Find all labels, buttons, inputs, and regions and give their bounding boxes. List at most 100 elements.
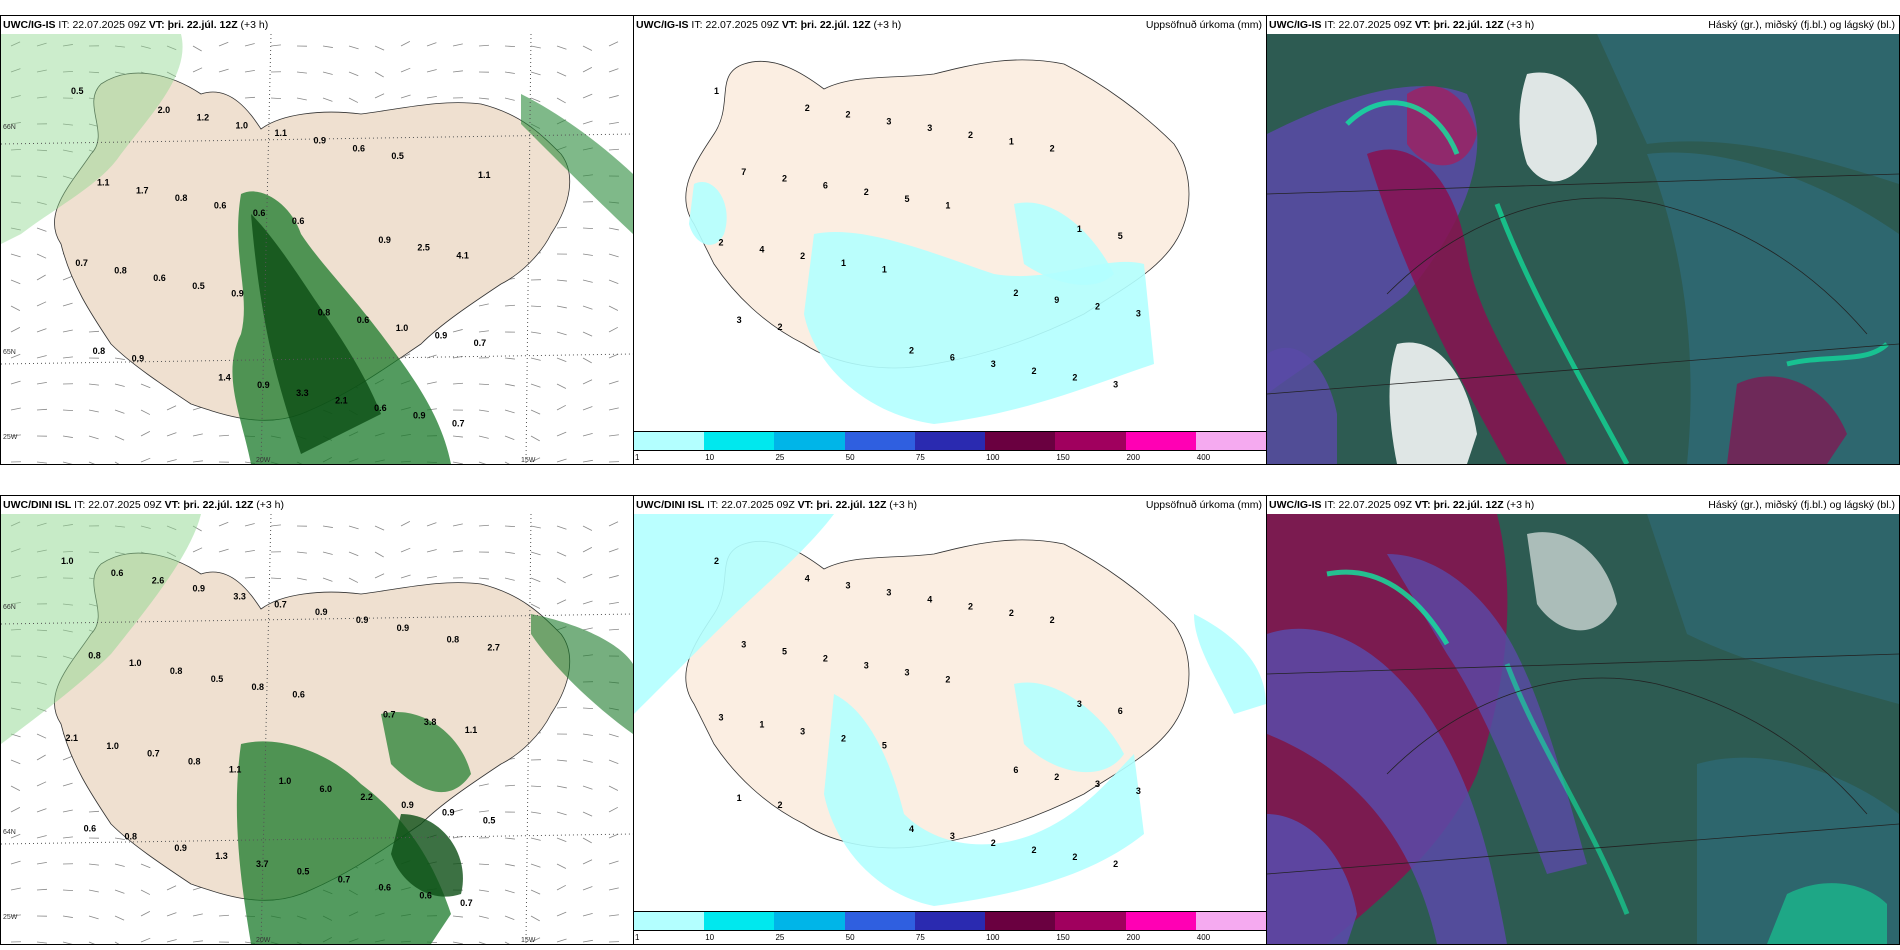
colorbar-tick: 50 [845, 933, 855, 942]
wind-barb [270, 97, 282, 100]
wind-barb [400, 353, 411, 359]
lead-time: (+3 h) [889, 499, 918, 511]
wind-barb [452, 461, 463, 464]
colorbar-tick: 10 [705, 933, 715, 942]
value-label: 0.5 [71, 86, 84, 96]
value-label: 2.5 [417, 243, 430, 253]
value-label: 0.6 [419, 890, 432, 900]
precip-panel-2: UWC/DINI ISL IT: 22.07.2025 09Z VT: þri.… [633, 495, 1267, 945]
colorbar-segment [1195, 911, 1266, 931]
wind-barb [530, 45, 541, 49]
wind-barb [10, 95, 21, 99]
wind-barb [530, 525, 541, 529]
wind-barb [556, 331, 567, 336]
colorbar-tick: 1 [635, 933, 640, 942]
wind-barb [556, 837, 567, 843]
wind-barb [114, 863, 125, 867]
wind-barb [582, 379, 593, 385]
value-label: 0.9 [132, 353, 145, 363]
value-label: 6 [823, 180, 828, 190]
colorbar-tick: 25 [775, 453, 785, 462]
init-time: 22.07.2025 09Z [88, 499, 162, 511]
wind-barb [374, 93, 385, 99]
wind-barb [218, 434, 230, 437]
value-label: 0.9 [413, 411, 426, 421]
lat-label: 64N [3, 829, 16, 836]
wind-barb [10, 353, 21, 359]
valid-time: þri. 22.júl. 12Z [1433, 499, 1504, 511]
value-label: 0.8 [188, 757, 201, 767]
wind-barb [400, 94, 411, 99]
wind-barb [582, 66, 593, 73]
wind-barb [114, 409, 125, 414]
wind-barb [530, 785, 542, 787]
wind-barb [582, 279, 593, 283]
colorbar-tick: 1 [635, 453, 640, 462]
wind-barb [608, 914, 619, 917]
wind-barb [556, 97, 566, 104]
wind-barb [608, 806, 619, 813]
wind-barb [582, 759, 593, 763]
wind-barb [296, 71, 307, 74]
wind-barb [478, 409, 489, 412]
valid-time: þri. 22.júl. 12Z [1433, 19, 1504, 31]
value-label: 2 [1054, 772, 1059, 782]
value-label: 3 [846, 580, 851, 590]
value-label: 2.1 [66, 733, 79, 743]
value-label: 0.7 [75, 258, 88, 268]
colorbar-segment [914, 431, 987, 451]
value-label: 3 [991, 359, 996, 369]
wind-barb [322, 71, 333, 75]
wind-barb [166, 405, 177, 411]
wind-barb [608, 575, 619, 579]
value-label: 0.7 [383, 709, 396, 719]
wind-barb [36, 862, 47, 865]
wind-barb [478, 915, 489, 919]
value-label: 2 [800, 251, 805, 261]
value-label: 6 [950, 352, 955, 362]
value-label: 2 [968, 601, 973, 611]
wind-barb [582, 733, 593, 736]
value-label: 1 [1077, 224, 1082, 234]
lat-label: 65N [3, 349, 16, 356]
wind-barb [88, 810, 100, 813]
value-label: 0.8 [175, 193, 188, 203]
wind-barb [10, 785, 21, 791]
wind-barb [582, 859, 593, 865]
value-label: 1.0 [61, 556, 74, 566]
wind-barb [62, 435, 73, 438]
wind-barb [10, 380, 21, 385]
wind-barb [88, 915, 99, 920]
wind-barb [140, 457, 151, 463]
wind-barb [140, 409, 151, 415]
wind-barb [62, 836, 73, 839]
wind-barb [10, 434, 21, 437]
wind-barb [582, 406, 593, 411]
wind-barb [478, 810, 489, 813]
value-label: 2 [945, 674, 950, 684]
wind-barb [556, 863, 567, 869]
wind-map-2: 1.0 1.1 0.9 0.8 0.6 0.7 0.8 0.9 0.6 0.8 0.6 0.7 0.9 0… [1, 514, 633, 944]
wind-barb [36, 733, 47, 739]
wind-barb [608, 227, 619, 231]
wind-barb [88, 383, 99, 386]
wind-barb [192, 433, 203, 437]
value-label: 0.6 [292, 690, 305, 700]
wind-barb [504, 409, 515, 414]
wind-barb [478, 330, 489, 333]
value-label: 1 [759, 720, 764, 730]
init-time: 22.07.2025 09Z [705, 19, 779, 31]
colorbar: 1 10 25 50 75 100 150 200 400 [634, 431, 1266, 464]
value-label: 0.9 [401, 800, 414, 810]
value-label: 0.9 [356, 615, 369, 625]
wind-barb [608, 326, 619, 333]
wind-barb [62, 70, 74, 73]
value-label: 6.0 [320, 784, 333, 794]
wind-barb [608, 785, 619, 791]
value-label: 3 [737, 315, 742, 325]
value-label: 1.1 [229, 764, 242, 774]
wind-barb [452, 70, 463, 73]
lead-time: (+3 h) [873, 19, 902, 31]
value-label: 0.5 [211, 674, 224, 684]
wind-barb [140, 863, 151, 869]
